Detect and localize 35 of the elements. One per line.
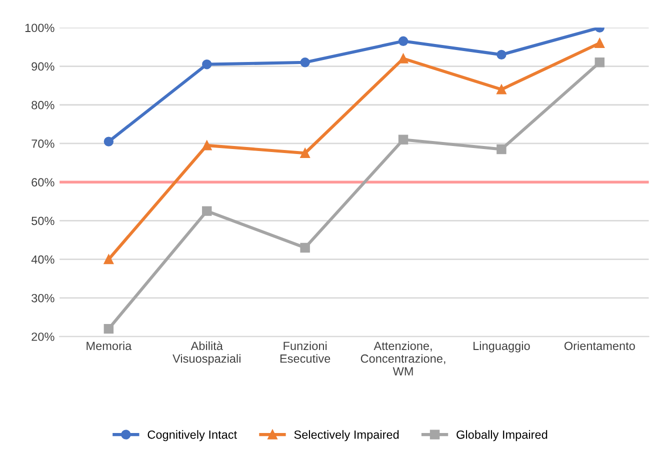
x-tick-label: Funzioni Esecutive <box>280 341 330 363</box>
y-tick-label: 60% <box>32 178 54 186</box>
point <box>398 134 408 144</box>
point <box>496 144 506 154</box>
point <box>496 84 506 94</box>
point <box>104 254 114 264</box>
y-tick-label: 100% <box>25 24 54 32</box>
point <box>300 148 310 158</box>
point <box>104 136 114 146</box>
legend-label: Globally Impaired <box>456 430 548 442</box>
point <box>104 324 114 334</box>
y-tick-label: 30% <box>32 294 54 302</box>
point <box>202 206 212 216</box>
y-tick-label: 80% <box>32 100 54 110</box>
legend-label: Selectively Impaired <box>294 430 399 442</box>
y-tick-label: 70% <box>32 140 54 148</box>
legend-label: Cognitively Intact <box>148 430 237 442</box>
point <box>398 36 408 46</box>
point <box>202 140 212 150</box>
y-tick-label: 20% <box>32 332 54 341</box>
y-tick-label: 40% <box>31 255 54 264</box>
x-tick-label: Linguaggio <box>474 341 530 352</box>
x-tick-label: Orientamento <box>564 341 635 350</box>
x-tick-label: Memoria <box>86 341 132 350</box>
point <box>496 50 506 60</box>
point <box>300 242 310 253</box>
point <box>594 38 605 48</box>
y-tick-label: 90% <box>32 62 54 71</box>
point <box>594 58 605 68</box>
point <box>398 54 408 64</box>
y-tick-label: 50% <box>32 216 54 226</box>
x-tick-label: Attenzione, Concentrazione, WM <box>360 341 446 376</box>
point <box>300 58 310 68</box>
point <box>202 59 212 70</box>
x-tick-label: Abilità Visuospaziali <box>172 341 240 366</box>
